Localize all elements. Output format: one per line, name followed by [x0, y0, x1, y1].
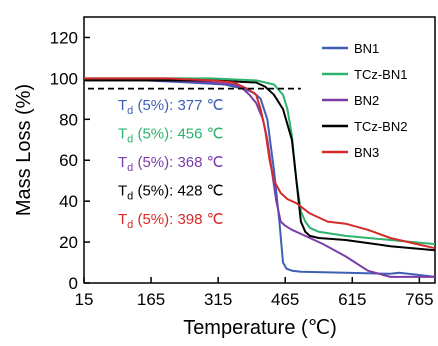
- td-annotation: Td (5%): 398 ℃: [118, 211, 224, 231]
- y-tick-label: 80: [59, 110, 78, 129]
- y-tick-label: 100: [50, 69, 78, 88]
- x-axis: 15 165 315 465 615 765: [75, 277, 434, 309]
- td-annotation: Td (5%): 428 ℃: [118, 183, 224, 203]
- td-annotation: Td (5%): 377 ℃: [118, 97, 224, 117]
- y-tick-label: 20: [59, 233, 78, 252]
- legend-label: BN3: [354, 145, 379, 160]
- td-annotation: Td (5%): 456 ℃: [118, 126, 224, 146]
- y-tick-label: 60: [59, 151, 78, 170]
- series-line-bn3: [84, 77, 436, 250]
- legend-label: BN1: [354, 41, 379, 56]
- legend: BN1 TCz-BN1 BN2 TCz-BN2 BN3: [322, 41, 407, 160]
- x-tick-label: 15: [75, 290, 94, 309]
- series-lines: [84, 77, 436, 278]
- y-tick-label: 120: [50, 28, 78, 47]
- series-line-bn1: [84, 79, 436, 278]
- y-axis-title: Mass Loss (%): [13, 84, 35, 216]
- legend-label: TCz-BN1: [354, 67, 407, 82]
- series-line-tcz-bn1: [84, 77, 436, 246]
- x-tick-label: 165: [137, 290, 165, 309]
- y-tick-label: 0: [69, 274, 78, 293]
- x-axis-title: Temperature (℃): [183, 317, 337, 339]
- x-tick-label: 615: [338, 290, 366, 309]
- td-annotation: Td (5%): 368 ℃: [118, 154, 224, 174]
- x-tick-label: 765: [405, 290, 433, 309]
- x-tick-label: 315: [204, 290, 232, 309]
- x-tick-label: 465: [271, 290, 299, 309]
- plot-frame: [83, 16, 436, 284]
- legend-label: BN2: [354, 93, 379, 108]
- y-tick-label: 40: [59, 192, 78, 211]
- td-annotations: Td (5%): 377 ℃ Td (5%): 456 ℃ Td (5%): 368…: [118, 97, 224, 231]
- legend-label: TCz-BN2: [354, 119, 407, 134]
